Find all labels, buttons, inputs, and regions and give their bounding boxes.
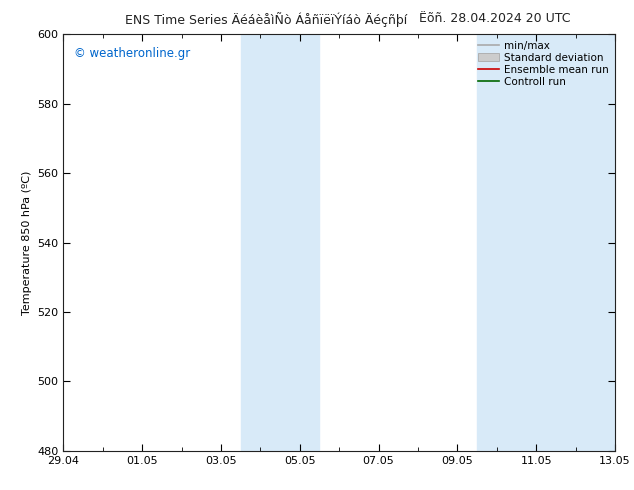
Text: © weatheronline.gr: © weatheronline.gr xyxy=(74,47,191,60)
Text: Ëõñ. 28.04.2024 20 UTC: Ëõñ. 28.04.2024 20 UTC xyxy=(419,12,570,25)
Bar xyxy=(241,34,320,451)
Text: ENS Time Series ÄéáèåìÑò ÁåñïëïÝíáò Äéçñþí: ENS Time Series ÄéáèåìÑò ÁåñïëïÝíáò Äéçñ… xyxy=(125,12,408,27)
Legend: min/max, Standard deviation, Ensemble mean run, Controll run: min/max, Standard deviation, Ensemble me… xyxy=(475,37,612,90)
Bar xyxy=(477,34,615,451)
Y-axis label: Temperature 850 hPa (ºC): Temperature 850 hPa (ºC) xyxy=(22,171,32,315)
